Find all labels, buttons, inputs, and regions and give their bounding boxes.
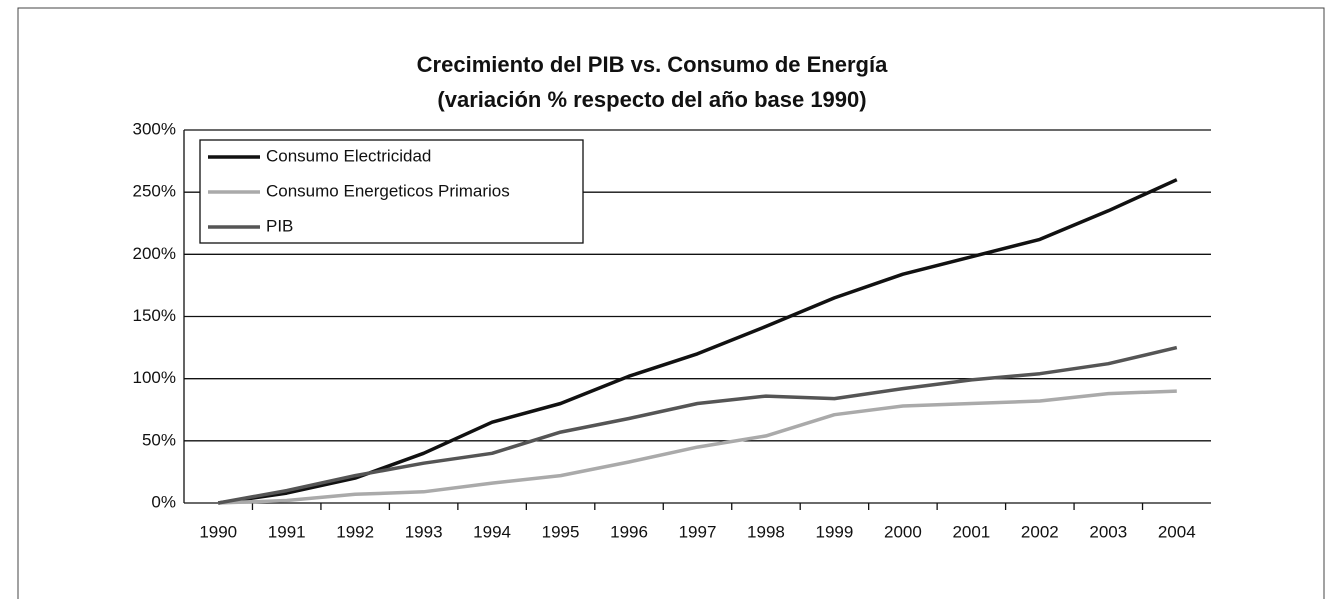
x-tick-label: 2003	[1089, 522, 1127, 541]
x-tick-label: 1994	[473, 522, 511, 541]
x-tick-label: 1991	[268, 522, 306, 541]
series-line	[217, 345, 1178, 505]
chart-title: Crecimiento del PIB vs. Consumo de Energ…	[417, 52, 888, 77]
x-tick-label: 1993	[405, 522, 443, 541]
legend-label: Consumo Energeticos Primarios	[266, 181, 510, 200]
y-tick-label: 150%	[133, 306, 176, 325]
x-tick-label: 1998	[747, 522, 785, 541]
x-tick-label: 2004	[1158, 522, 1196, 541]
frame	[17, 7, 1325, 599]
x-tick-label: 1996	[610, 522, 648, 541]
x-tick-label: 2000	[884, 522, 922, 541]
x-tick-label: 1992	[336, 522, 374, 541]
y-tick-label: 300%	[133, 119, 176, 138]
series-line	[218, 389, 1177, 505]
x-tick-label: 2001	[952, 522, 990, 541]
x-tick-label: 1999	[816, 522, 854, 541]
y-tick-label: 100%	[133, 368, 176, 387]
legend-box	[199, 139, 584, 244]
x-tick-label: 1997	[679, 522, 717, 541]
legend-label: Consumo Electricidad	[266, 146, 431, 165]
y-tick-label: 200%	[133, 244, 176, 263]
y-tick-label: 50%	[142, 430, 176, 449]
y-tick-label: 0%	[151, 492, 176, 511]
x-tick-label: 1995	[542, 522, 580, 541]
y-tick-label: 250%	[133, 182, 176, 201]
chart-subtitle: (variación % respecto del año base 1990)	[437, 87, 866, 112]
x-tick-label: 1990	[199, 522, 237, 541]
x-tick-label: 2002	[1021, 522, 1059, 541]
legend-label: PIB	[266, 216, 293, 235]
